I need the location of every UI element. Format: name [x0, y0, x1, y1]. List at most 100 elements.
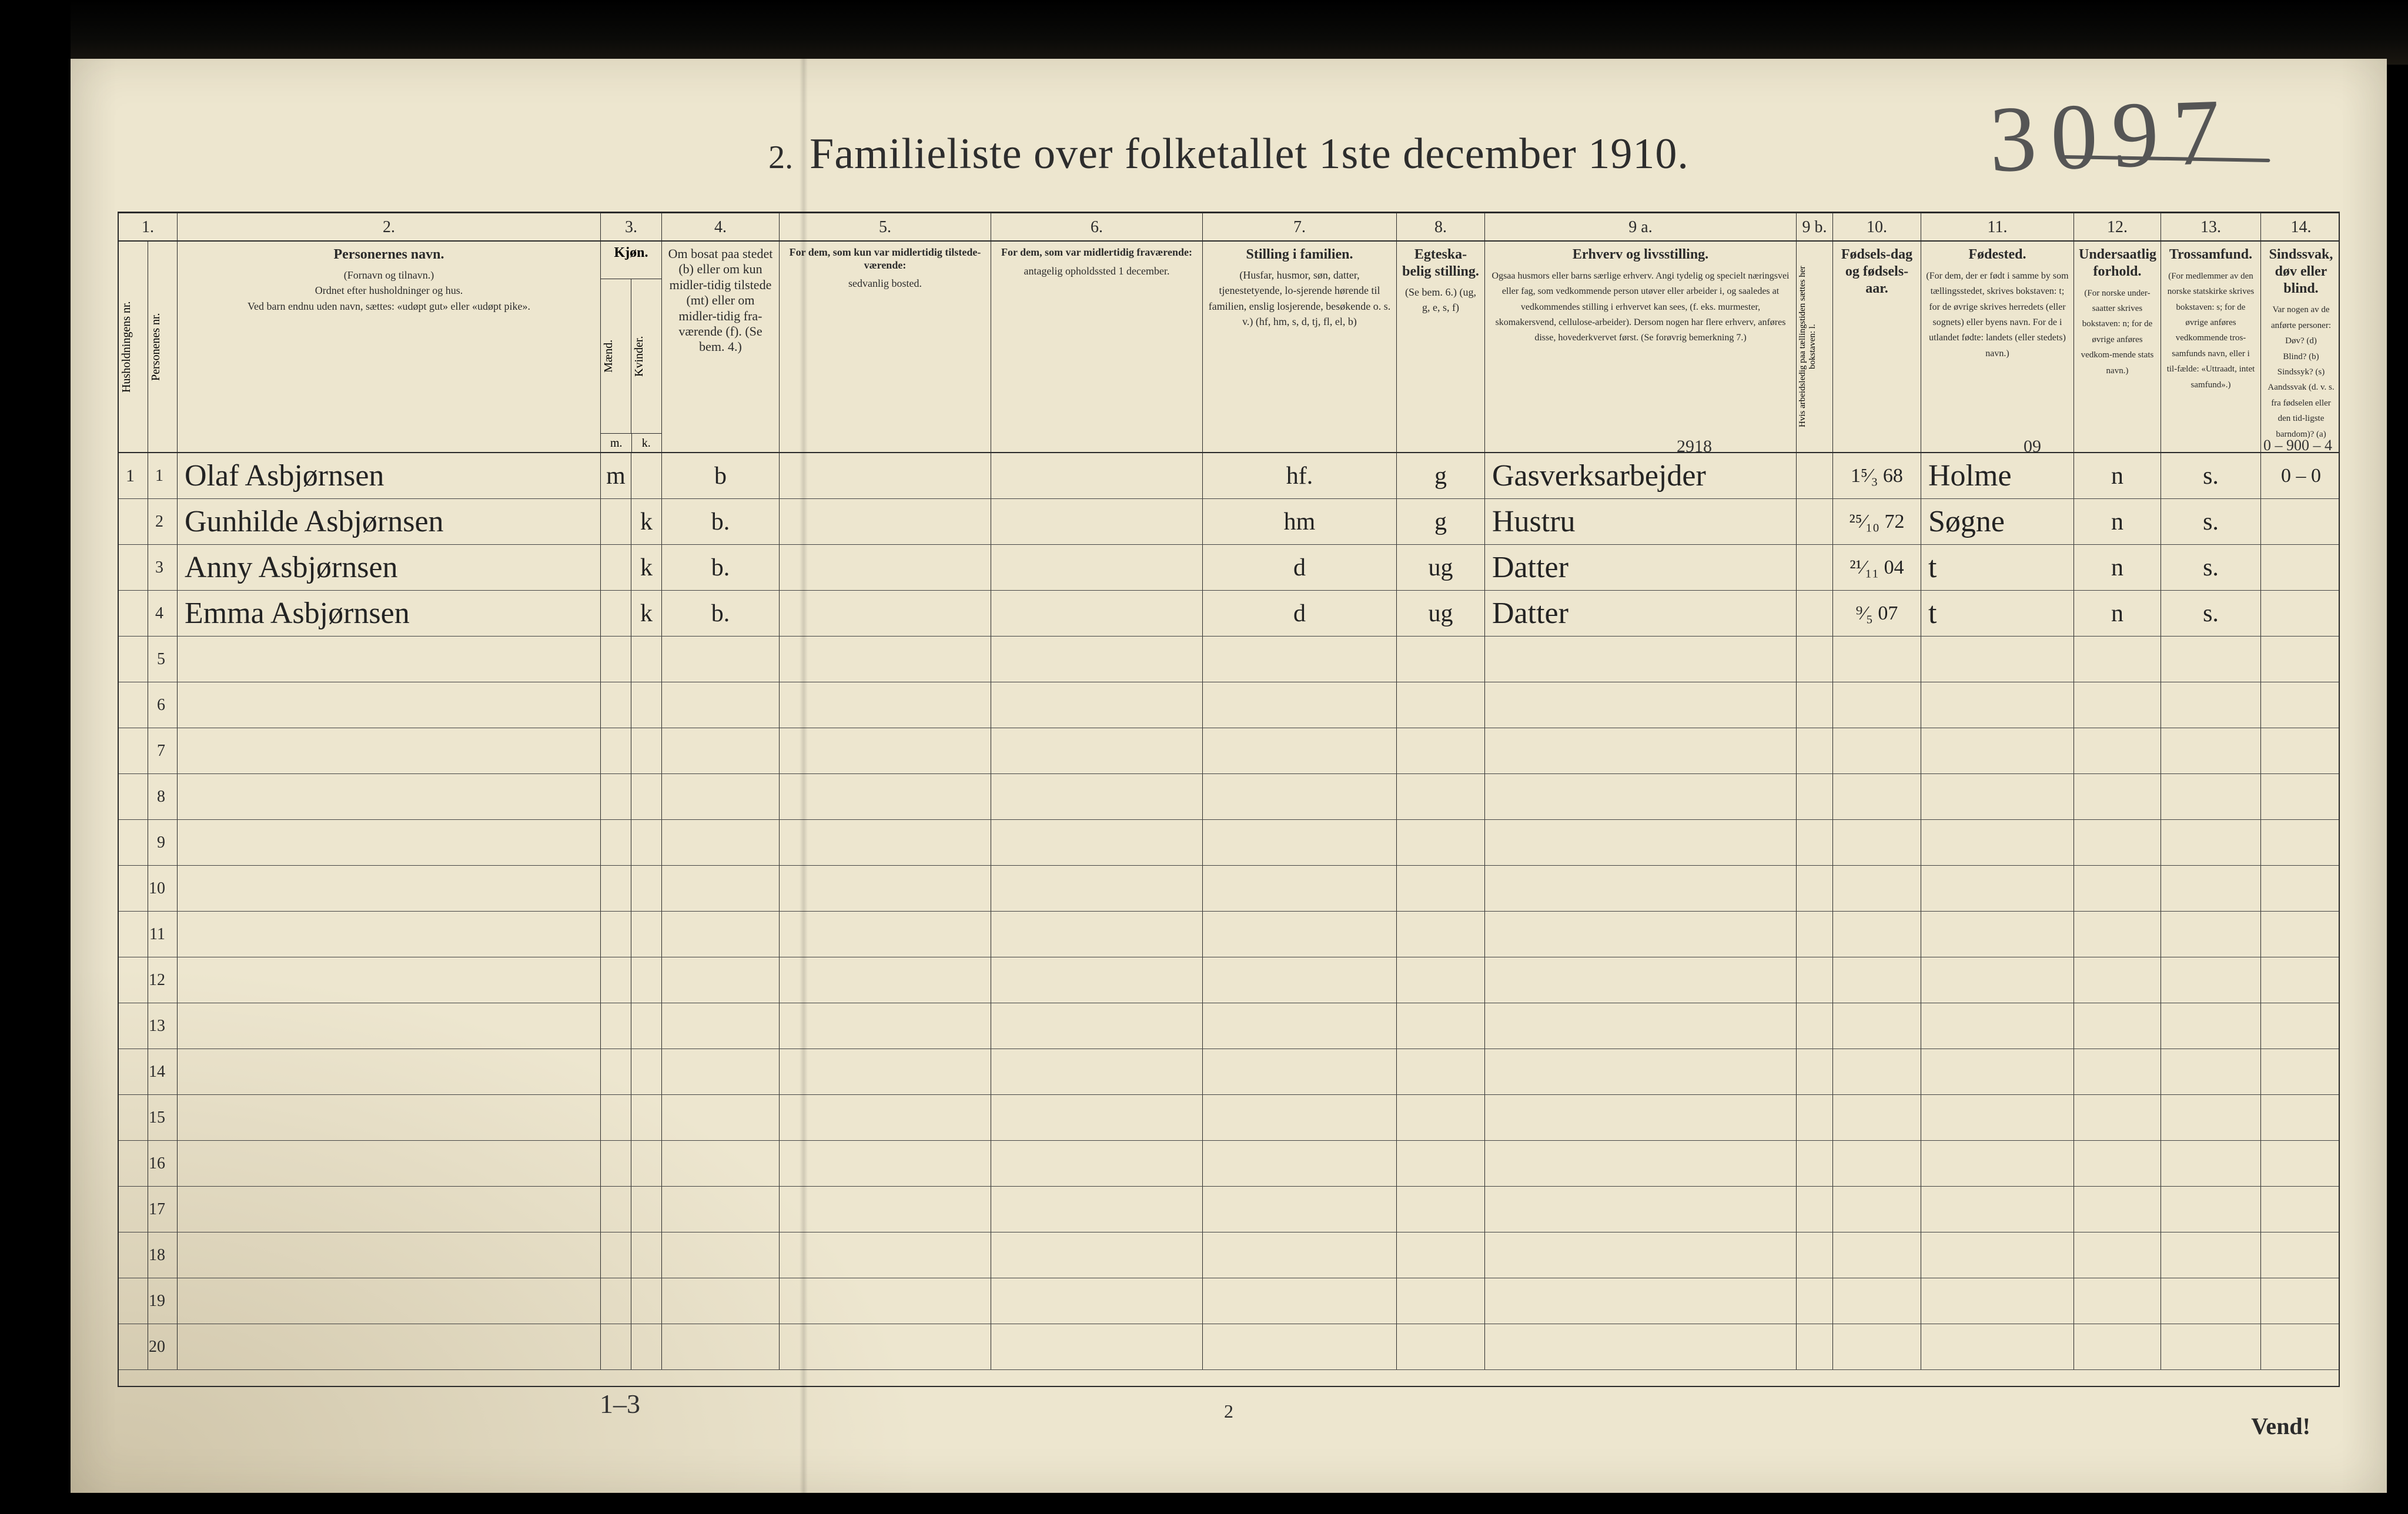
cell-c9b [1797, 1232, 1833, 1278]
cell-c9a [1485, 637, 1797, 682]
table-row: 9 [119, 820, 2339, 866]
census-form-table: 1. 2. 3. 4. 5. 6. 7. 8. 9 a. 9 b. 10. 11… [118, 212, 2340, 1387]
cell-c2 [178, 1003, 601, 1049]
cell-c3a [601, 957, 631, 1003]
cell-c9a: Datter [1485, 591, 1797, 636]
cell-c12 [2074, 866, 2161, 911]
cell-value: m [606, 464, 626, 488]
cell-c8 [1397, 912, 1485, 957]
cell-c9b [1797, 957, 1833, 1003]
cell-c12 [2074, 1141, 2161, 1186]
cell-c5 [780, 774, 991, 819]
cell-c12 [2074, 1003, 2161, 1049]
cell-c3b: k [631, 545, 662, 590]
cell-c12 [2074, 820, 2161, 865]
cell-c3b [631, 637, 662, 682]
cell-c1 [119, 545, 148, 590]
cell-c2 [178, 820, 601, 865]
cell-c14 [2261, 591, 2341, 636]
cell-c1a: 8 [148, 774, 178, 819]
cell-c9b [1797, 1095, 1833, 1140]
cell-c1a: 7 [148, 728, 178, 773]
cell-c9a [1485, 1324, 1797, 1369]
row-number: 6 [157, 696, 170, 715]
cell-c4 [662, 1095, 780, 1140]
cell-c7: hf. [1203, 453, 1397, 498]
cell-c7 [1203, 957, 1397, 1003]
cell-c6 [991, 1141, 1203, 1186]
cell-c10 [1833, 1095, 1921, 1140]
cell-c13: s. [2161, 591, 2261, 636]
row-number: 14 [149, 1063, 170, 1081]
cell-c10 [1833, 912, 1921, 957]
cell-c1 [119, 774, 148, 819]
table-row: 15 [119, 1095, 2339, 1141]
cell-c13 [2161, 1232, 2261, 1278]
cell-c1 [119, 866, 148, 911]
table-row: 12 [119, 957, 2339, 1003]
cell-c11 [1921, 1141, 2074, 1186]
scan-black-edge-left [0, 0, 71, 1514]
cell-c5 [780, 1141, 991, 1186]
cell-c9a: Hustru [1485, 499, 1797, 544]
cell-c14 [2261, 866, 2341, 911]
cell-c7 [1203, 774, 1397, 819]
cell-c13: s. [2161, 453, 2261, 498]
table-row: 10 [119, 866, 2339, 912]
cell-c9a [1485, 682, 1797, 728]
cell-value: t [1928, 598, 1937, 629]
hdr-2: Personernes navn. (Fornavn og tilnavn.) … [178, 242, 601, 452]
cell-c11 [1921, 1324, 2074, 1369]
cell-c8: g [1397, 499, 1485, 544]
cell-c9b [1797, 637, 1833, 682]
cell-c5 [780, 453, 991, 498]
cell-c8 [1397, 957, 1485, 1003]
cell-c4 [662, 1141, 780, 1186]
row-number: 10 [149, 879, 170, 898]
cell-c14 [2261, 1003, 2341, 1049]
cell-value: Datter [1492, 598, 1568, 629]
cell-c2 [178, 774, 601, 819]
hdr-3-mk: m.k. [601, 433, 662, 452]
cell-c1a: 9 [148, 820, 178, 865]
cell-c10 [1833, 728, 1921, 773]
hdr-7: Stilling i familien.(Husfar, husmor, søn… [1203, 242, 1397, 452]
cell-c3a [601, 499, 631, 544]
row-number: 18 [149, 1246, 170, 1265]
cell-c6 [991, 1278, 1203, 1324]
cell-c14: 0 – 0 [2261, 453, 2341, 498]
colnum-12: 12. [2074, 213, 2161, 240]
cell-c13 [2161, 637, 2261, 682]
cell-value: n [2111, 601, 2123, 626]
cell-c12: n [2074, 545, 2161, 590]
table-row: 7 [119, 728, 2339, 774]
cell-c3a [601, 1232, 631, 1278]
row-number: 15 [149, 1108, 170, 1127]
cell-c13 [2161, 1049, 2261, 1094]
cell-c2 [178, 1095, 601, 1140]
cell-c4 [662, 1324, 780, 1369]
cell-c9b [1797, 453, 1833, 498]
cell-c3a [601, 866, 631, 911]
cell-c14 [2261, 545, 2341, 590]
table-row: 11Olaf Asbjørnsenmbhf.gGasverksarbejder1… [119, 453, 2339, 499]
cell-c1 [119, 728, 148, 773]
cell-c9b [1797, 1187, 1833, 1232]
cell-c12 [2074, 1187, 2161, 1232]
cell-c13 [2161, 1141, 2261, 1186]
cell-c7: d [1203, 591, 1397, 636]
cell-c9b [1797, 1324, 1833, 1369]
cell-c2 [178, 912, 601, 957]
cell-c13 [2161, 774, 2261, 819]
cell-c12 [2074, 912, 2161, 957]
cell-c9b [1797, 866, 1833, 911]
cell-c8 [1397, 1049, 1485, 1094]
cell-value: s. [2203, 464, 2219, 488]
cell-c9a: Datter [1485, 545, 1797, 590]
cell-c9b [1797, 1278, 1833, 1324]
table-row: 13 [119, 1003, 2339, 1049]
cell-value: Gunhilde Asbjørnsen [185, 507, 444, 537]
cell-c3b [631, 1095, 662, 1140]
cell-c1 [119, 1049, 148, 1094]
cell-c9a [1485, 1095, 1797, 1140]
